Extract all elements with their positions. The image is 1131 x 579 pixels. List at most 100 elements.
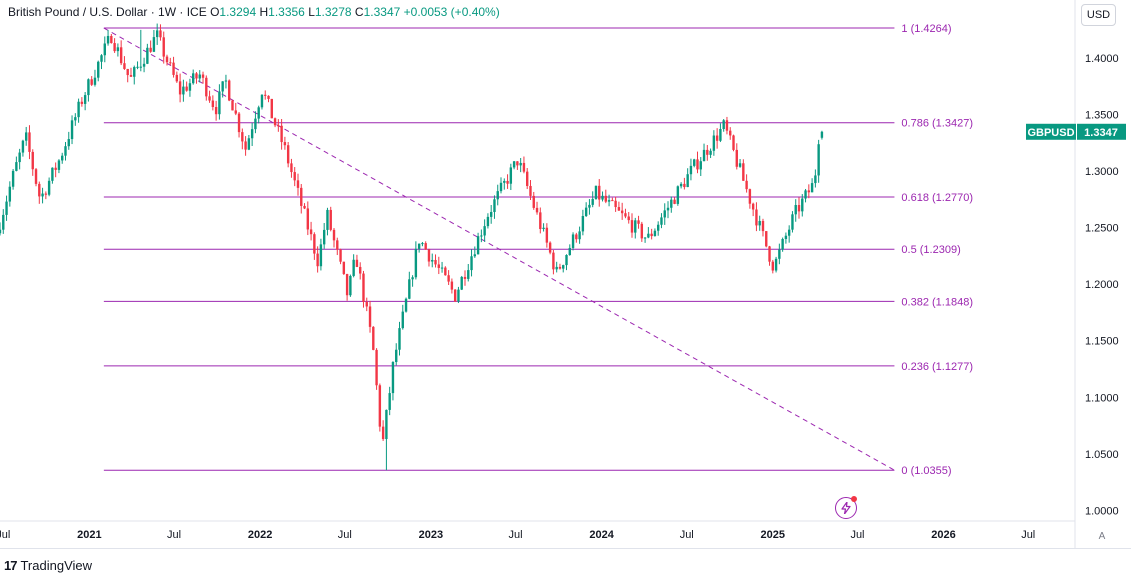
candle-body — [133, 67, 136, 77]
fib-level-label: 0.786 (1.3427) — [901, 118, 973, 130]
candle-body — [241, 132, 244, 142]
candle-body — [47, 180, 51, 195]
open-value: 1.3294 — [219, 5, 257, 19]
candle-body — [64, 146, 67, 156]
candle-body — [591, 198, 594, 205]
candle-body — [352, 259, 355, 276]
price-tick-label: 1.2500 — [1085, 223, 1119, 235]
time-tick-label: 2021 — [77, 529, 101, 541]
candle-body — [90, 79, 93, 85]
candle-body — [742, 163, 745, 181]
close-value: 1.3347 — [363, 5, 401, 19]
candle-body — [247, 138, 251, 150]
candle-body — [630, 220, 634, 233]
candle-body — [93, 77, 97, 85]
candle-body — [620, 210, 624, 214]
candle-body — [319, 244, 323, 267]
candle-body — [306, 208, 310, 230]
candle-body — [814, 175, 817, 184]
candle-body — [535, 207, 539, 213]
price-tag-value: 1.3347 — [1084, 127, 1118, 139]
candle-body — [178, 81, 182, 95]
candle-body — [365, 301, 368, 307]
candle-body — [388, 393, 391, 410]
change-value: +0.0053 (+0.40%) — [403, 5, 500, 19]
candle-body — [552, 252, 555, 270]
candle-body — [172, 62, 175, 75]
candle-body — [211, 100, 215, 108]
candle-body — [663, 210, 666, 218]
candle-body — [342, 261, 346, 274]
candle-body — [722, 120, 725, 130]
candle-body — [44, 193, 48, 195]
candle-body — [745, 180, 748, 190]
candle-body — [31, 151, 34, 170]
price-tick-label: 1.3000 — [1085, 166, 1119, 178]
high-label: H — [259, 5, 269, 19]
candle-body — [584, 207, 588, 217]
candle-body — [322, 229, 326, 245]
candle-body — [273, 118, 277, 126]
candle-body — [751, 203, 755, 210]
candle-body — [362, 273, 365, 302]
time-tick-label: Jul — [167, 529, 181, 541]
candle-body — [427, 249, 431, 262]
candle-body — [791, 214, 794, 230]
candle-body — [650, 233, 653, 237]
auto-scale-button[interactable]: A — [1098, 530, 1106, 542]
candle-body — [627, 216, 630, 221]
candle-body — [280, 125, 283, 143]
candle-body — [28, 132, 31, 152]
lightning-icon[interactable] — [835, 496, 857, 519]
candle-body — [395, 349, 398, 363]
candle-body — [617, 207, 621, 211]
time-axis[interactable]: Jul 2021 Jul 2022 Jul 2023 Jul 2024 Jul 2025 Jul 20… — [0, 520, 1075, 541]
tradingview-brand[interactable]: 17 TradingView — [4, 558, 92, 573]
candle-body — [316, 253, 319, 267]
candle-body — [250, 129, 254, 139]
candle-body — [214, 107, 218, 115]
time-tick-label: 2025 — [761, 529, 785, 541]
candle-body — [97, 61, 100, 78]
candle-body — [516, 161, 519, 166]
candle-body — [201, 74, 205, 78]
candle-body — [414, 248, 418, 278]
candle-body — [11, 170, 15, 187]
candle-body — [290, 163, 293, 173]
fib-retracement[interactable]: 1 (1.4264) 0.786 (1.3427) 0.618 (1.2770) 0.… — [103, 23, 973, 477]
candle-body — [404, 298, 408, 312]
low-label: L — [308, 5, 315, 19]
candle-body — [683, 183, 686, 188]
candle-body — [715, 135, 719, 141]
fib-level-label: 1 (1.4264) — [901, 23, 951, 35]
candle-body — [679, 183, 683, 187]
candle-body — [781, 238, 784, 250]
candle-body — [359, 266, 362, 274]
candle-body — [417, 243, 421, 249]
price-axis[interactable]: 1.0000 1.0500 1.1000 1.1500 1.2000 1.2500 1.30… — [1074, 0, 1119, 548]
candle-body — [529, 185, 532, 196]
candle-body — [581, 216, 585, 232]
candle-body — [480, 235, 483, 237]
candle-body — [503, 180, 506, 183]
candle-body — [8, 186, 12, 202]
candle-body — [810, 183, 814, 193]
candle-body — [188, 83, 192, 91]
candle-body — [755, 209, 758, 226]
candle-body — [119, 47, 123, 64]
candle-body — [473, 254, 477, 257]
candle-body — [489, 211, 493, 217]
candle-body — [660, 217, 663, 225]
candle-body — [208, 96, 211, 101]
candle-body — [457, 289, 460, 302]
candlestick-series — [0, 23, 824, 471]
currency-button[interactable]: USD — [1081, 4, 1116, 26]
candle-body — [339, 249, 342, 262]
time-tick-label: 2022 — [248, 529, 272, 541]
candle-body — [558, 266, 562, 269]
candle-body — [77, 101, 80, 118]
candle-body — [139, 66, 143, 68]
candle-body — [467, 270, 470, 279]
candle-body — [100, 55, 103, 62]
